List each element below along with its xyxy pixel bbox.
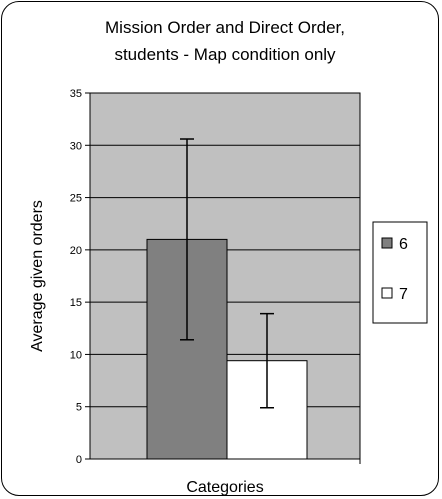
y-tick-label: 5	[76, 402, 82, 414]
error-bar-7	[260, 312, 274, 409]
error-bar-6	[180, 138, 194, 341]
legend-label-6: 6	[399, 236, 408, 253]
y-tick-label: 15	[70, 297, 82, 309]
chart-subtitle: students - Map condition only	[114, 45, 336, 64]
y-tick-label: 10	[70, 349, 82, 361]
legend-label-7: 7	[399, 286, 408, 303]
y-tick-label: 25	[70, 193, 82, 205]
legend-swatch-7	[381, 287, 393, 299]
y-tick-label: 35	[70, 88, 82, 100]
chart-title: Mission Order and Direct Order,	[105, 18, 345, 37]
y-axis-label: Average given orders	[29, 200, 46, 352]
legend-swatch-6	[381, 237, 393, 249]
x-axis-label: Categories	[186, 479, 263, 496]
legend: 67	[372, 221, 428, 324]
y-tick-label: 30	[70, 140, 82, 152]
y-tick-label: 20	[70, 245, 82, 257]
y-tick-label: 0	[76, 454, 82, 466]
